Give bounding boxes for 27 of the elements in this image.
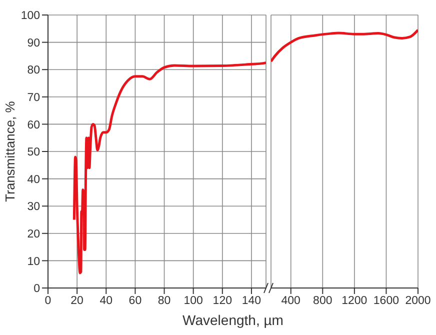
x-tick-label: 140 (242, 295, 262, 308)
x-tick-label: 120 (212, 295, 232, 308)
x-tick-label: 40 (100, 295, 113, 308)
x-tick-label: 800 (313, 295, 332, 308)
x-tick-label: 400 (281, 295, 300, 308)
x-tick-label: 0 (44, 295, 52, 308)
y-tick-label: 30 (27, 201, 40, 214)
y-tick-label: 10 (27, 256, 40, 268)
x-tick-label: 80 (158, 295, 171, 308)
x-tick-label: 100 (184, 295, 203, 308)
y-tick-label: 20 (27, 228, 40, 240)
y-axis-title: Transmittance, % (2, 100, 18, 202)
y-tick-label: 60 (27, 119, 40, 132)
x-tick-label: 1200 (342, 295, 368, 308)
y-tick-label: 90 (27, 37, 40, 50)
x-tick-label: 2000 (405, 295, 431, 308)
x-tick-label: 1600 (373, 295, 400, 308)
x-tick-label: 20 (70, 295, 84, 308)
y-tick-label: 50 (27, 146, 40, 159)
y-tick-label: 80 (27, 64, 40, 77)
y-tick-label: 100 (20, 10, 40, 22)
y-tick-label: 0 (34, 283, 40, 296)
x-axis-title: Wavelength, µm (182, 312, 284, 328)
line-series (72, 62, 266, 274)
y-tick-label: 70 (27, 92, 40, 104)
x-tick-label: 60 (128, 295, 142, 308)
y-tick-label: 40 (27, 174, 40, 186)
